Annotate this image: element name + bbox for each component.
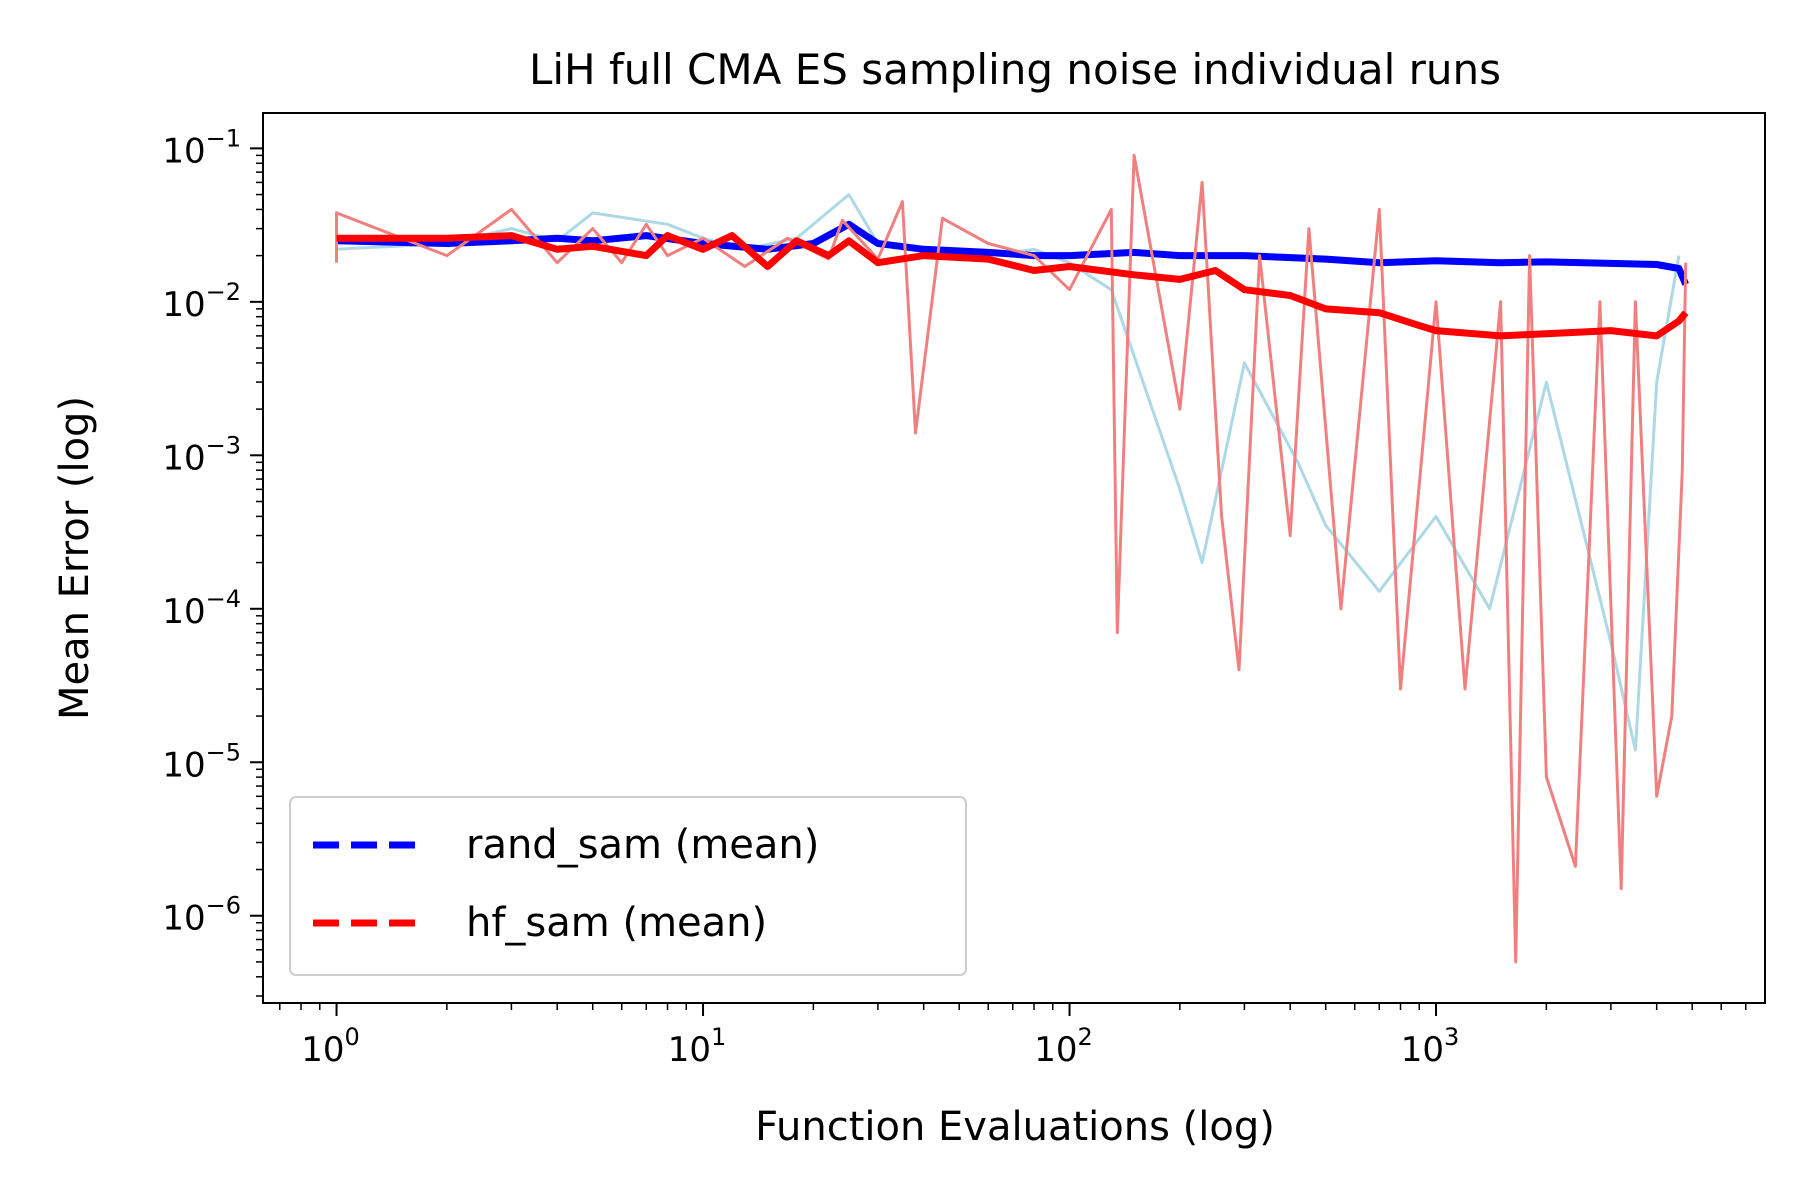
y-tick-label: 10−1 [162, 124, 241, 171]
legend: rand_sam (mean) hf_sam (mean) [289, 796, 967, 976]
y-axis-label: Mean Error (log) [52, 396, 98, 720]
x-tick-label: 103 [1401, 1023, 1460, 1070]
y-axis-ticks: 10−1 10−2 10−3 10−4 10−5 10−6 [162, 124, 263, 997]
y-tick-label: 10−3 [162, 431, 241, 478]
plot-frame [262, 112, 1766, 1004]
y-tick-label: 10−6 [162, 892, 241, 939]
x-axis-ticks: 100 101 102 103 [279, 1003, 1747, 1070]
y-tick-label: 10−2 [162, 278, 241, 325]
x-tick-label: 101 [668, 1023, 727, 1070]
series-layer [335, 153, 1689, 964]
series-line-rand-sam-individual-runs [336, 193, 1681, 752]
chart-title: LiH full CMA ES sampling noise individua… [529, 45, 1501, 94]
series-line-hf-sam-individual-runs [335, 153, 1688, 964]
legend-label-hf-sam: hf_sam (mean) [466, 900, 767, 946]
legend-box [289, 796, 967, 976]
y-tick-label: 10−4 [162, 585, 241, 632]
series-line-hf-sam-mean [336, 232, 1689, 340]
x-tick-label: 102 [1034, 1023, 1093, 1070]
x-tick-label: 100 [301, 1023, 360, 1070]
y-tick-label: 10−5 [162, 738, 241, 785]
x-axis-label: Function Evaluations (log) [755, 1104, 1275, 1150]
legend-label-rand-sam: rand_sam (mean) [466, 822, 819, 868]
